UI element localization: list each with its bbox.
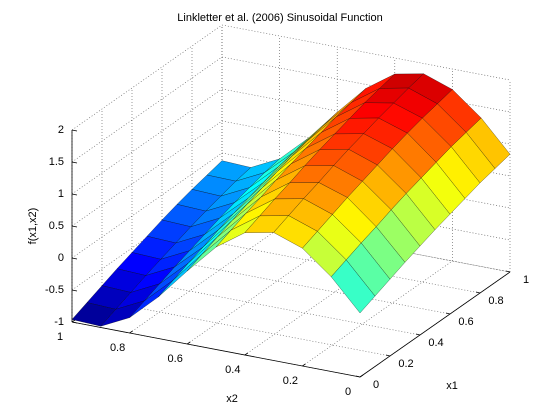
tick-mark xyxy=(445,312,451,315)
z-tick-label: -1 xyxy=(54,316,64,328)
z-tick-label: 0 xyxy=(58,252,64,264)
tick-mark xyxy=(71,321,78,324)
z-tick-label: 2 xyxy=(58,124,64,136)
tick-mark xyxy=(355,375,361,378)
x2-tick-label: 1 xyxy=(57,331,63,343)
z-tick-label: 1.5 xyxy=(49,156,64,168)
grid-line xyxy=(221,24,511,81)
grid-line xyxy=(71,184,223,291)
grid-line xyxy=(221,216,511,273)
grid-line xyxy=(244,249,395,356)
grid-line xyxy=(302,260,453,367)
grid-line xyxy=(71,56,223,163)
axis-line xyxy=(359,271,511,378)
x2-tick-label: 0.6 xyxy=(168,353,183,365)
grid-line xyxy=(221,120,511,177)
grid-line xyxy=(221,88,511,145)
x1-tick-label: 0.8 xyxy=(488,295,503,307)
tick-mark xyxy=(71,161,78,164)
tick-mark xyxy=(71,129,78,132)
grid-line xyxy=(161,258,451,315)
chart-title: Linkletter et al. (2006) Sinusoidal Func… xyxy=(177,12,382,24)
grid-line xyxy=(71,152,223,259)
x1-tick-label: 0.2 xyxy=(398,358,413,370)
tick-mark xyxy=(385,354,391,357)
tick-mark xyxy=(415,333,421,336)
grid-line xyxy=(71,120,223,227)
tick-mark xyxy=(71,289,78,292)
z-tick-label: 1 xyxy=(58,188,64,200)
tick-mark xyxy=(302,363,306,367)
grid-line xyxy=(71,24,223,131)
x1-tick-label: 0.6 xyxy=(458,316,473,328)
x1-tick-label: 0.4 xyxy=(428,337,443,349)
x2-axis-label: x2 xyxy=(226,393,238,405)
tick-mark xyxy=(71,319,76,323)
z-tick-label: 0.5 xyxy=(49,220,64,232)
axis-line xyxy=(71,321,361,378)
tick-mark xyxy=(71,257,78,260)
tick-mark xyxy=(129,330,133,334)
z-tick-label: -0.5 xyxy=(45,284,64,296)
grid-line xyxy=(131,279,421,336)
surface-patch xyxy=(330,259,376,314)
grid-line xyxy=(187,238,338,345)
z-axis-label: f(x1,x2) xyxy=(27,208,39,245)
grid-line xyxy=(129,227,280,334)
grid-line xyxy=(191,237,481,294)
tick-mark xyxy=(71,193,78,196)
grid-line xyxy=(71,88,223,195)
grid-line xyxy=(101,300,391,357)
tick-mark xyxy=(244,352,249,356)
tick-mark xyxy=(359,374,364,378)
tick-mark xyxy=(475,291,481,294)
x2-tick-label: 0.4 xyxy=(225,364,240,376)
x1-tick-label: 1 xyxy=(523,274,529,286)
x2-tick-label: 0.8 xyxy=(110,342,125,354)
x2-tick-label: 0.2 xyxy=(283,375,298,387)
x2-tick-label: 0 xyxy=(345,386,351,398)
x1-axis-label: x1 xyxy=(446,380,458,392)
tick-mark xyxy=(505,270,511,273)
tick-mark xyxy=(71,225,78,228)
tick-mark xyxy=(186,341,191,345)
x1-tick-label: 0 xyxy=(373,379,379,391)
grid-line xyxy=(221,56,511,113)
